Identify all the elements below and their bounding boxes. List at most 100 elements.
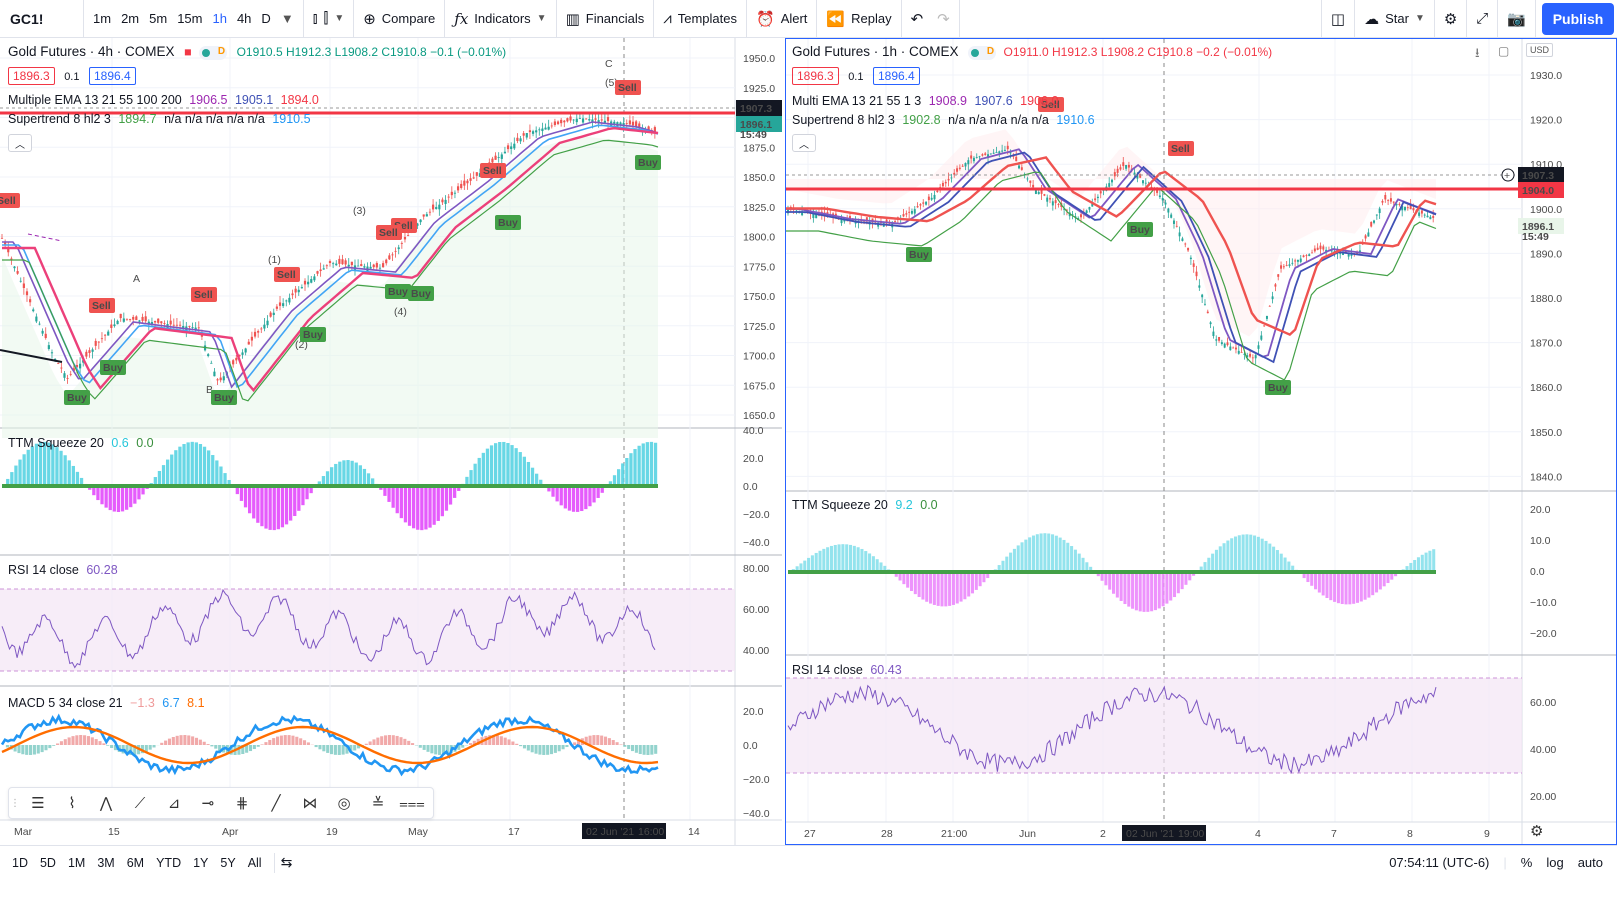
financials-button[interactable]: ▥ Financials	[557, 0, 655, 38]
left-ema-legend[interactable]: Multiple EMA 13 21 55 100 200 1906.5 190…	[8, 93, 319, 107]
regression-tool-icon[interactable]: ⩶	[399, 794, 425, 812]
candle-body	[1209, 322, 1212, 325]
elliott-wave-tool-icon[interactable]: ⌇	[68, 795, 76, 812]
range-5y[interactable]: 5Y	[220, 855, 236, 870]
left-bid[interactable]: 1896.3	[8, 67, 55, 85]
indicators-button[interactable]: ƒx Indicators ▼	[445, 0, 557, 38]
candle-body	[606, 117, 610, 122]
chart-type-button[interactable]: ⫾ ⫿ ▼	[304, 0, 355, 38]
publish-button[interactable]: Publish	[1542, 2, 1614, 35]
left-macd-legend[interactable]: MACD 5 34 close 21 −1.3 6.7 8.1	[8, 696, 205, 710]
interval-1m[interactable]: 1m	[93, 11, 112, 26]
snapshot-button[interactable]: 📷	[1498, 0, 1536, 38]
histogram-bar	[1108, 572, 1112, 590]
candle-body	[1150, 186, 1153, 188]
undo-icon[interactable]: ↶	[910, 10, 924, 28]
candle-body	[35, 316, 38, 322]
candle-body	[597, 120, 600, 123]
left-rsi-legend[interactable]: RSI 14 close 60.28	[8, 563, 118, 577]
histogram-bar	[34, 443, 39, 486]
right-ttm-legend[interactable]: TTM Squeeze 20 9.2 0.0	[792, 498, 938, 512]
histogram-bar	[1348, 572, 1352, 605]
price-axis-label: 1880.0	[1530, 293, 1562, 305]
clock[interactable]: 07:54:11 (UTC-6)	[1389, 855, 1490, 870]
left-supertrend-legend[interactable]: Supertrend 8 hl2 3 1894.7 n/a n/a n/a n/…	[8, 112, 311, 126]
range-5d[interactable]: 5D	[39, 855, 56, 870]
range-3m[interactable]: 3M	[97, 855, 115, 870]
candle-body	[291, 293, 294, 296]
left-collapse-legend-button[interactable]: ︿	[8, 134, 32, 152]
histogram-bar	[546, 745, 550, 755]
replay-button[interactable]: ⏪ Replay	[817, 0, 902, 38]
right-bid[interactable]: 1896.3	[792, 67, 839, 85]
range-6m[interactable]: 6M	[126, 855, 145, 870]
range-1m[interactable]: 1M	[67, 855, 86, 870]
right-symbol-title[interactable]: Gold Futures · 1h · COMEX	[792, 44, 959, 59]
right-chart-canvas[interactable]: 1930.01920.01910.01900.01890.01880.01870…	[786, 39, 1616, 844]
candle-body	[13, 266, 16, 269]
interval-dropdown-icon[interactable]: ▼	[280, 11, 294, 26]
left-ttm-legend[interactable]: TTM Squeeze 20 0.6 0.0	[8, 436, 154, 450]
layout-button[interactable]: ◫	[1320, 0, 1356, 38]
settings-button[interactable]: ⚙	[1435, 0, 1468, 38]
right-axis-settings-gear-icon[interactable]: ⚙	[1530, 823, 1544, 840]
range-1d[interactable]: 1D	[12, 855, 28, 870]
right-rsi-legend[interactable]: RSI 14 close 60.43	[792, 663, 902, 677]
right-collapse-legend-button[interactable]: ︿	[792, 134, 816, 152]
range-1y[interactable]: 1Y	[193, 855, 209, 870]
histogram-bar	[561, 745, 565, 750]
interval-4h[interactable]: 4h	[236, 11, 252, 26]
parallel-channel-tool-icon[interactable]: ☰	[31, 795, 45, 812]
pattern-tool-icon[interactable]: ⋈	[302, 795, 318, 812]
interval-5m[interactable]: 5m	[149, 11, 168, 26]
right-ema-legend[interactable]: Multi EMA 13 21 55 1 3 1908.9 1907.6 190…	[792, 94, 1058, 108]
currency-badge[interactable]: USD	[1526, 43, 1554, 57]
drag-grip-icon[interactable]: ⋮	[10, 797, 20, 809]
left-ask[interactable]: 1896.4	[88, 67, 136, 85]
histogram-bar	[120, 486, 125, 512]
path-tool-icon[interactable]: ⟋	[134, 794, 146, 812]
right-maximize-icon[interactable]: ▢	[1498, 44, 1510, 58]
range-all[interactable]: All	[247, 855, 262, 870]
macd-line	[0, 713, 659, 777]
percent-scale-toggle[interactable]: %	[1520, 855, 1533, 870]
abcd-pattern-tool-icon[interactable]: ⋀	[99, 795, 113, 812]
right-supertrend-legend[interactable]: Supertrend 8 hl2 3 1902.8 n/a n/a n/a n/…	[792, 113, 1095, 127]
right-chart-pane[interactable]: 1930.0 1920.0 1910.0 1900.0 1890.0 1880.0 1870…	[785, 38, 1617, 845]
histogram-bar	[1085, 562, 1089, 572]
range-ytd[interactable]: YTD	[156, 855, 182, 870]
alert-button[interactable]: ⏰ Alert	[747, 0, 818, 38]
histogram-bar	[1001, 560, 1005, 572]
templates-button[interactable]: ⩘ Templates	[654, 0, 747, 38]
trend-line-tool-icon[interactable]: ╱	[271, 795, 281, 812]
left-chart-pane[interactable]: 1950.01925.01900.01875.01850.01825.01800…	[0, 38, 782, 845]
fib-retracement-tool-icon[interactable]: ⋕	[235, 795, 249, 812]
interval-d[interactable]: D	[261, 11, 271, 26]
left-chart-canvas[interactable]: 1950.01925.01900.01875.01850.01825.01800…	[0, 38, 782, 845]
interval-2m[interactable]: 2m	[121, 11, 140, 26]
compare-button[interactable]: ⊕ Compare	[354, 0, 446, 38]
fib-channel-tool-icon[interactable]: ≚	[371, 795, 385, 812]
left-symbol-title[interactable]: Gold Futures · 4h · COMEX	[8, 44, 175, 59]
goto-date-icon[interactable]: ⇆	[280, 854, 293, 870]
auto-scale-toggle[interactable]: auto	[1577, 855, 1603, 870]
histogram-bar	[576, 486, 580, 512]
layout-save-button[interactable]: ☁ Star ▼	[1355, 0, 1435, 38]
histogram-bar	[260, 744, 264, 745]
interval-1h[interactable]: 1h	[212, 11, 227, 26]
redo-icon[interactable]: ↷	[937, 10, 950, 28]
trend-angle-tool-icon[interactable]: ⊿	[167, 795, 181, 812]
histogram-bar	[157, 470, 162, 486]
fullscreen-button[interactable]: ⤢	[1467, 0, 1499, 38]
histogram-bar	[913, 572, 917, 595]
symbol-search[interactable]: GC1!	[0, 0, 84, 38]
gann-tool-icon[interactable]: ◎	[337, 795, 351, 812]
right-download-icon[interactable]: ⭳	[1475, 45, 1480, 60]
histogram-bar	[63, 455, 67, 486]
horizontal-ray-tool-icon[interactable]: ⊸	[201, 795, 215, 812]
log-scale-toggle[interactable]: log	[1546, 855, 1564, 870]
right-ask[interactable]: 1896.4	[872, 67, 920, 85]
interval-15m[interactable]: 15m	[177, 11, 203, 26]
histogram-bar	[608, 481, 613, 486]
histogram-bar	[1291, 565, 1295, 572]
